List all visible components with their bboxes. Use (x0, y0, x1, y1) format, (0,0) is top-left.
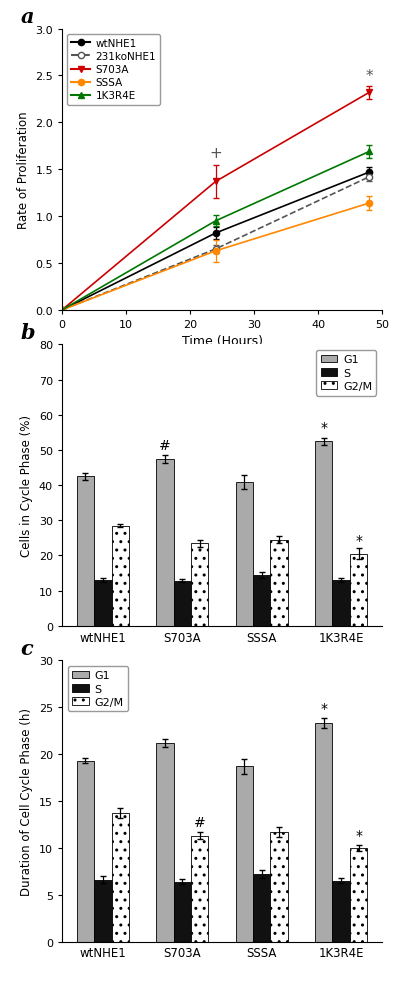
Bar (332, 581, 350, 626)
X-axis label: Time (Hours): Time (Hours) (182, 335, 262, 348)
Text: #: # (159, 438, 171, 453)
Bar (94, 880, 112, 942)
Bar (156, 459, 174, 626)
Text: +: + (209, 146, 222, 161)
Bar (236, 766, 253, 942)
Legend: wtNHE1, 231koNHE1, S703A, SSSA, 1K3R4E: wtNHE1, 231koNHE1, S703A, SSSA, 1K3R4E (67, 35, 160, 106)
Bar (174, 881, 191, 942)
Bar (270, 540, 288, 626)
Text: a: a (20, 7, 34, 27)
Bar (191, 543, 208, 626)
Text: *: * (355, 533, 362, 547)
Y-axis label: Duration of Cell Cycle Phase (h): Duration of Cell Cycle Phase (h) (20, 707, 33, 895)
Bar (112, 813, 129, 942)
Bar (253, 575, 270, 626)
Bar (253, 875, 270, 942)
Y-axis label: Cells in Cycle Phase (%): Cells in Cycle Phase (%) (20, 415, 33, 556)
Bar (270, 832, 288, 942)
Bar (156, 743, 174, 942)
Text: c: c (20, 638, 33, 658)
Text: *: * (320, 421, 327, 435)
Bar (332, 880, 350, 942)
Bar (350, 554, 368, 626)
Legend: G1, S, G2/M: G1, S, G2/M (316, 351, 376, 396)
Legend: G1, S, G2/M: G1, S, G2/M (68, 667, 128, 712)
Text: *: * (365, 69, 373, 84)
Text: b: b (20, 322, 35, 342)
Bar (76, 761, 94, 942)
Bar (315, 724, 332, 942)
Text: *: * (355, 828, 362, 842)
Bar (112, 526, 129, 626)
Y-axis label: Rate of Proliferation: Rate of Proliferation (17, 111, 30, 229)
Text: *: * (320, 701, 327, 715)
Bar (236, 482, 253, 626)
Text: #: # (194, 815, 206, 829)
Bar (94, 581, 112, 626)
Bar (350, 848, 368, 942)
Bar (174, 581, 191, 626)
Bar (76, 477, 94, 626)
Bar (315, 442, 332, 626)
Bar (191, 836, 208, 942)
